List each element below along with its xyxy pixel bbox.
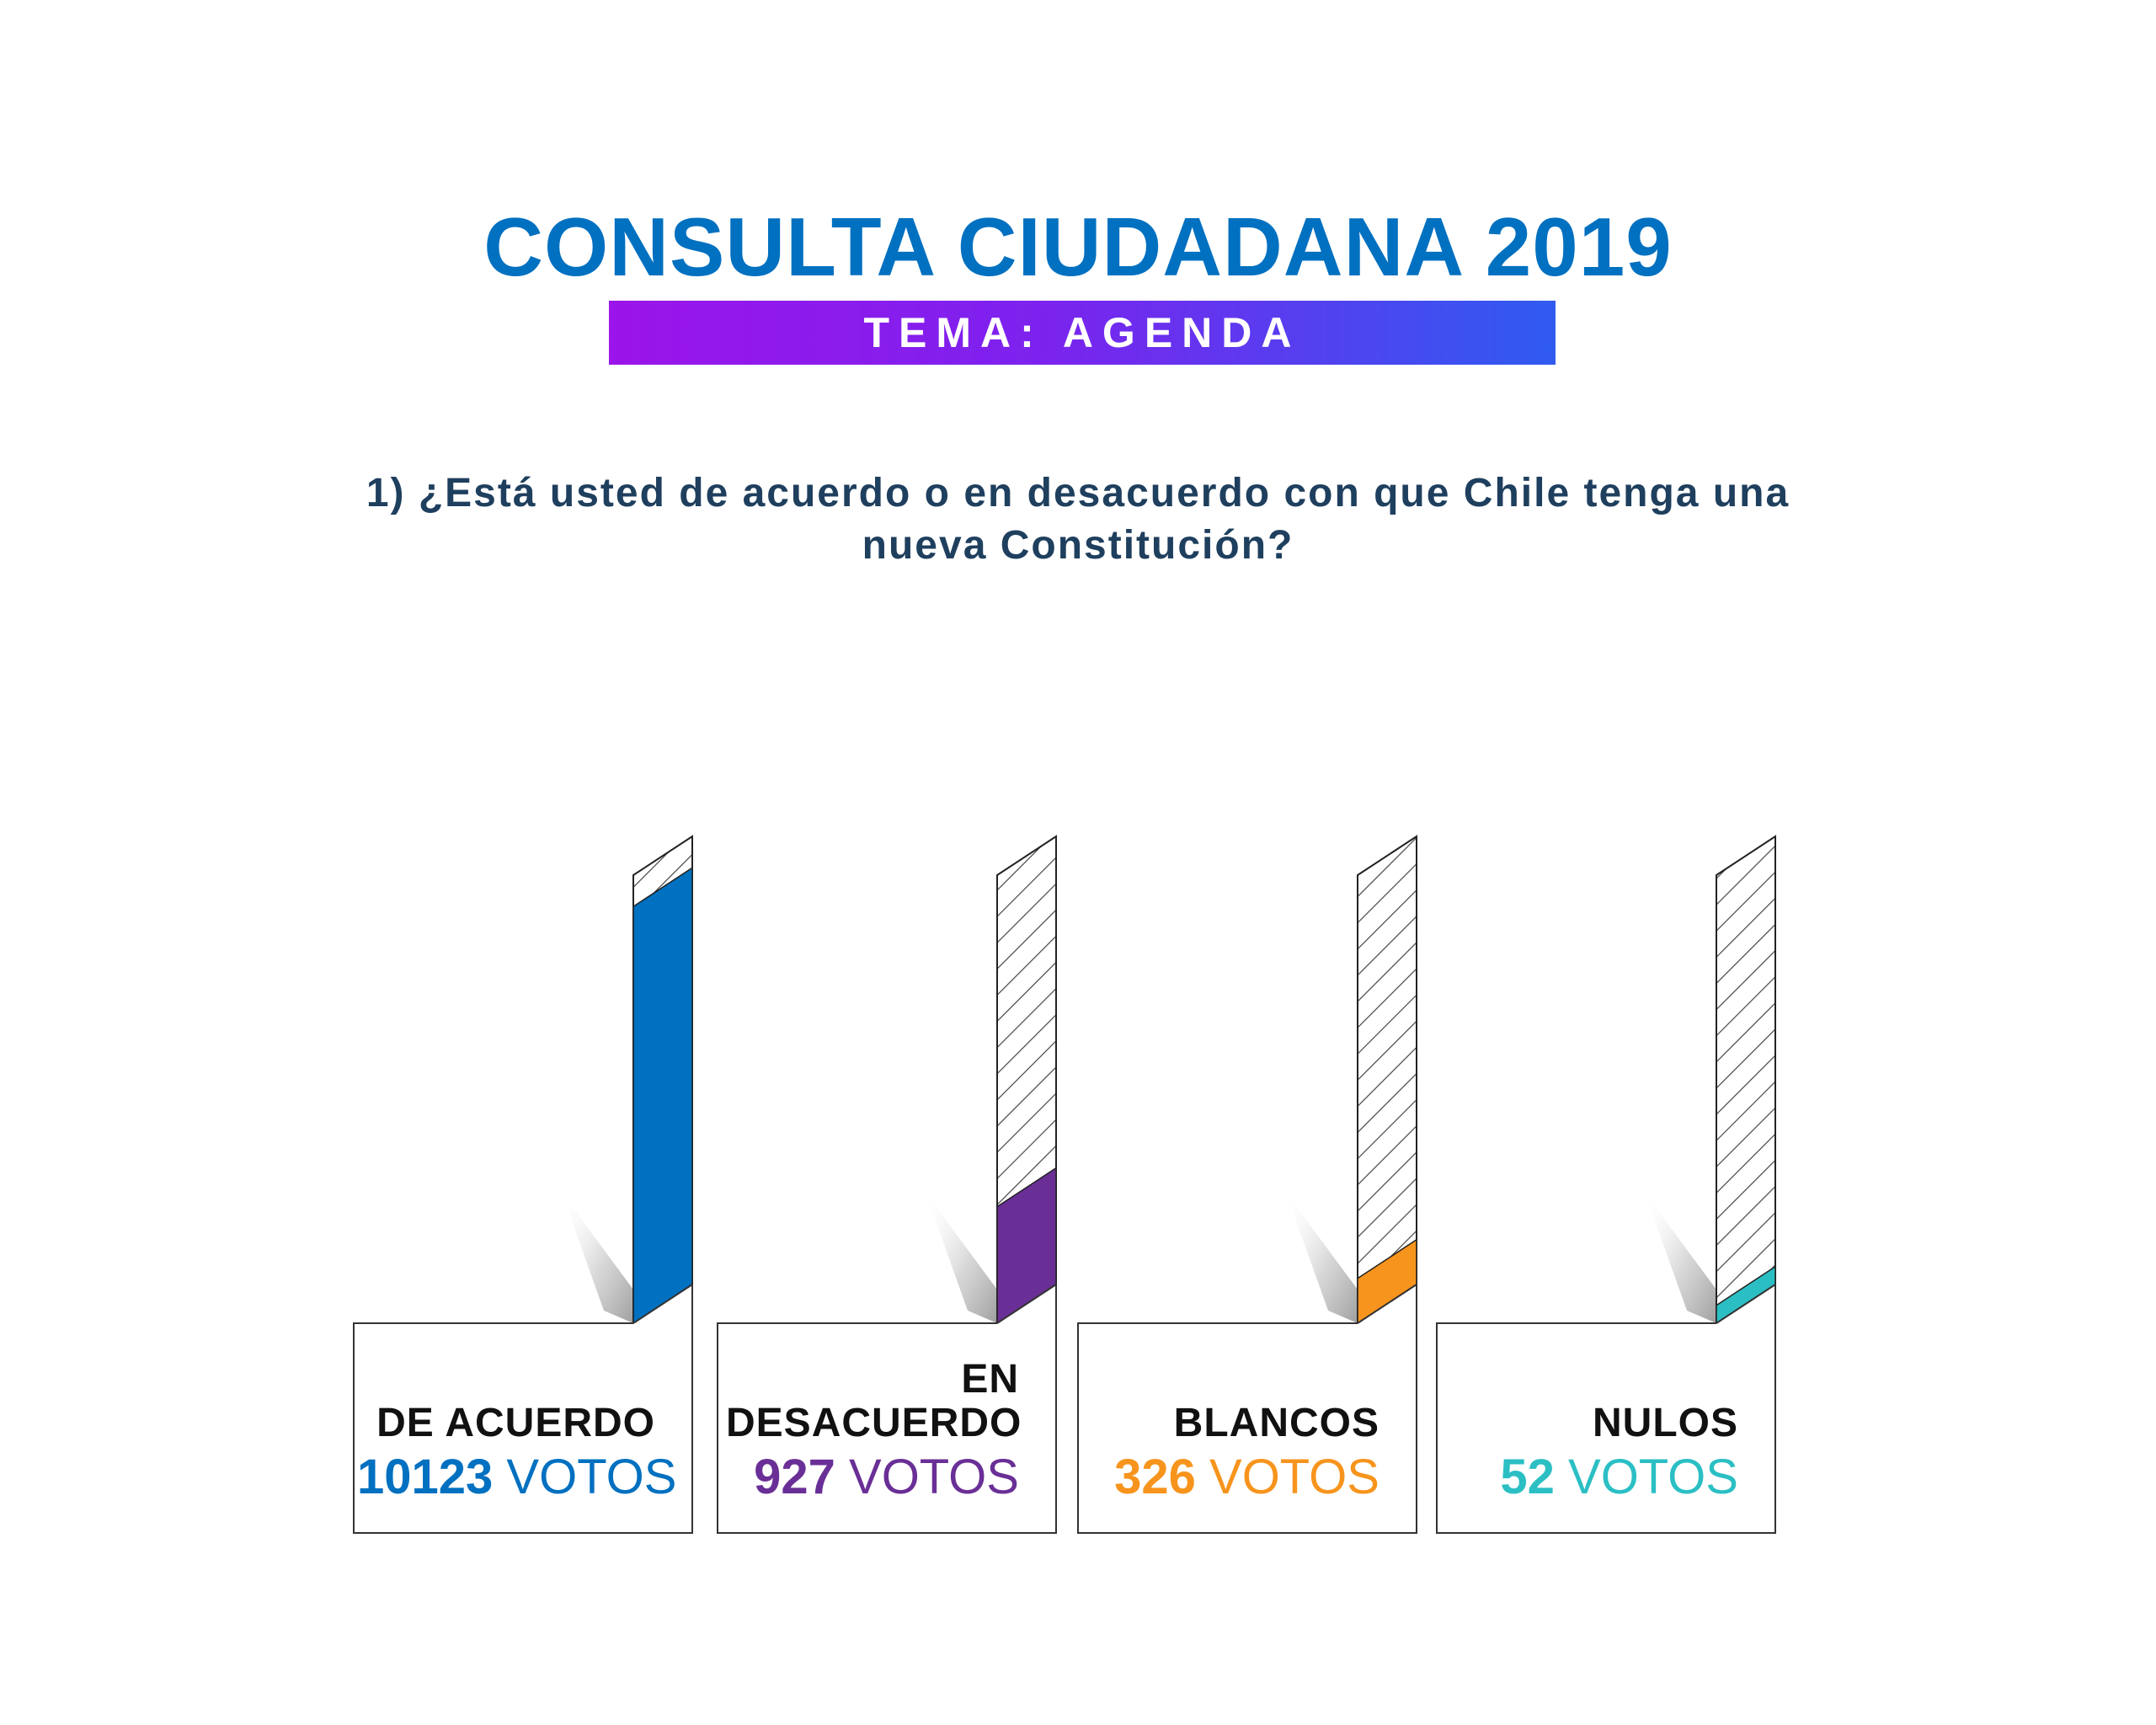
value-label: 326 VOTOS [1081, 1450, 1380, 1504]
label-box [1436, 1284, 1776, 1534]
vote-count: 52 [1500, 1450, 1555, 1504]
bar-fill [632, 866, 693, 1325]
bar-shadow [562, 1193, 633, 1323]
question-line-1: 1) ¿Está usted de acuerdo o en desacuerd… [366, 471, 1790, 515]
value-label: 10123 VOTOS [357, 1450, 676, 1504]
category-label-line: NULOS [1593, 1401, 1738, 1445]
category-label: EN DESACUERDO [726, 1357, 1022, 1445]
category-label-line: EN [961, 1357, 1019, 1402]
category-label: DE ACUERDO [362, 1402, 655, 1445]
vote-unit: VOTOS [493, 1450, 677, 1504]
category-label-line: BLANCOS [1173, 1401, 1380, 1445]
question-line-2: nueva Constitución? [862, 523, 1294, 568]
label-box [1077, 1284, 1417, 1534]
survey-question: 1) ¿Está usted de acuerdo o en desacuerd… [320, 467, 1836, 572]
label-box-edge [996, 1284, 1057, 1324]
label-box-edge [1716, 1284, 1776, 1324]
category-label: NULOS [1445, 1402, 1738, 1445]
vote-count: 10123 [357, 1450, 494, 1504]
vote-unit: VOTOS [1195, 1450, 1380, 1504]
label-box-edge [1357, 1284, 1417, 1324]
value-label: 52 VOTOS [1440, 1450, 1738, 1504]
bar-shadow [1286, 1193, 1358, 1323]
bar-shadow [1645, 1193, 1716, 1323]
label-box [353, 1284, 693, 1534]
chart-subtitle: TEMA: AGENDA CONSTITUCIONAL [829, 309, 1336, 420]
vote-count: 326 [1114, 1450, 1196, 1504]
chart-title: CONSULTA CIUDADANA 2019 [483, 200, 1673, 293]
category-label-line: DESACUERDO [726, 1401, 1022, 1445]
label-box-edge [632, 1284, 693, 1324]
vote-count: 927 [754, 1450, 835, 1504]
vote-unit: VOTOS [1554, 1450, 1738, 1504]
bar-remainder [1716, 835, 1776, 1325]
bar-shadow [926, 1193, 997, 1323]
value-label: 927 VOTOS [721, 1450, 1019, 1504]
category-label: BLANCOS [1086, 1402, 1380, 1445]
vote-unit: VOTOS [835, 1450, 1019, 1504]
subtitle-band [609, 301, 1556, 365]
label-box [717, 1284, 1057, 1534]
category-label-line: DE ACUERDO [376, 1401, 655, 1445]
